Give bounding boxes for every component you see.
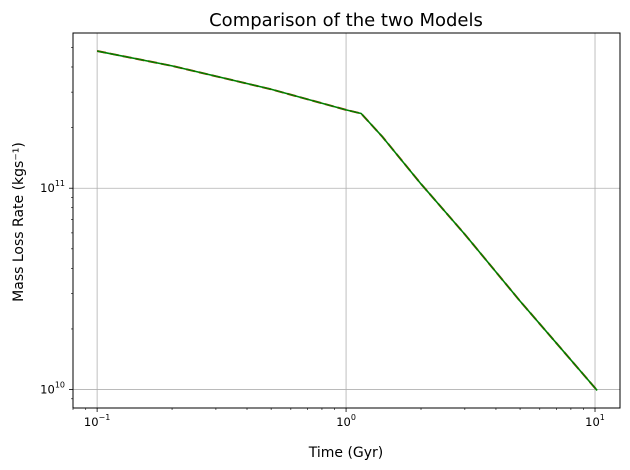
chart-title: Comparison of the two Models <box>209 10 483 31</box>
plot-frame <box>72 32 621 409</box>
y-tick-label: 1010 <box>40 381 65 397</box>
x-tick-label: 100 <box>336 413 356 429</box>
series-group <box>96 50 598 392</box>
grid <box>73 33 620 408</box>
y-axis-label: Mass Loss Rate (kgs⁻¹) <box>11 142 27 302</box>
ticks: 10−1 100 101 1010 1011 <box>40 47 605 429</box>
x-tick-label: 101 <box>585 413 605 429</box>
x-tick-label: 10−1 <box>84 413 110 429</box>
x-axis-label: Time (Gyr) <box>308 445 384 461</box>
series-line-0 <box>96 50 598 392</box>
y-tick-label: 1011 <box>40 179 65 195</box>
series-line-1 <box>96 50 598 391</box>
